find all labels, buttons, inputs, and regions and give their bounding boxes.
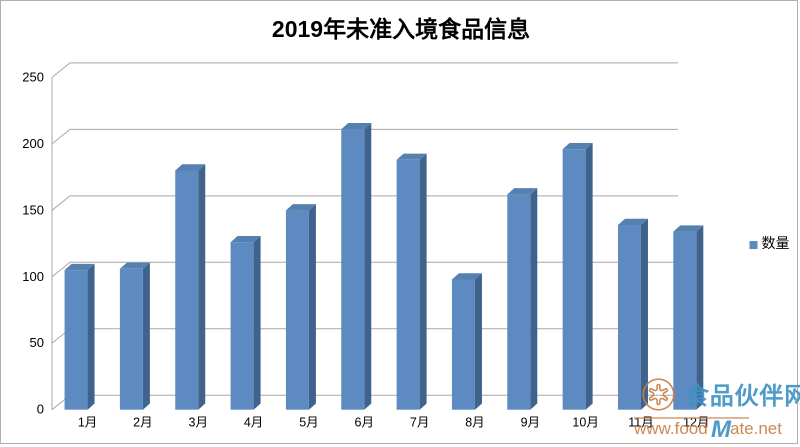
svg-text:200: 200 xyxy=(22,136,44,151)
svg-text:1月: 1月 xyxy=(78,416,97,430)
svg-text:M: M xyxy=(711,416,732,443)
svg-text:4月: 4月 xyxy=(244,416,263,430)
svg-text:9月: 9月 xyxy=(521,416,540,430)
svg-text:ate.net: ate.net xyxy=(730,419,782,438)
svg-text:6月: 6月 xyxy=(355,416,374,430)
svg-text:3月: 3月 xyxy=(189,416,208,430)
svg-text:0: 0 xyxy=(37,402,44,417)
svg-text:2月: 2月 xyxy=(133,416,152,430)
svg-text:www.food: www.food xyxy=(633,419,708,438)
svg-text:50: 50 xyxy=(30,335,44,350)
svg-text:食品伙伴网: 食品伙伴网 xyxy=(685,382,800,410)
svg-text:250: 250 xyxy=(22,69,44,84)
svg-text:8月: 8月 xyxy=(465,416,484,430)
svg-text:7月: 7月 xyxy=(410,416,429,430)
svg-text:5月: 5月 xyxy=(299,416,318,430)
svg-text:100: 100 xyxy=(22,269,44,284)
svg-text:10月: 10月 xyxy=(572,416,598,430)
svg-text:数量: 数量 xyxy=(762,235,790,251)
svg-text:150: 150 xyxy=(22,202,44,217)
